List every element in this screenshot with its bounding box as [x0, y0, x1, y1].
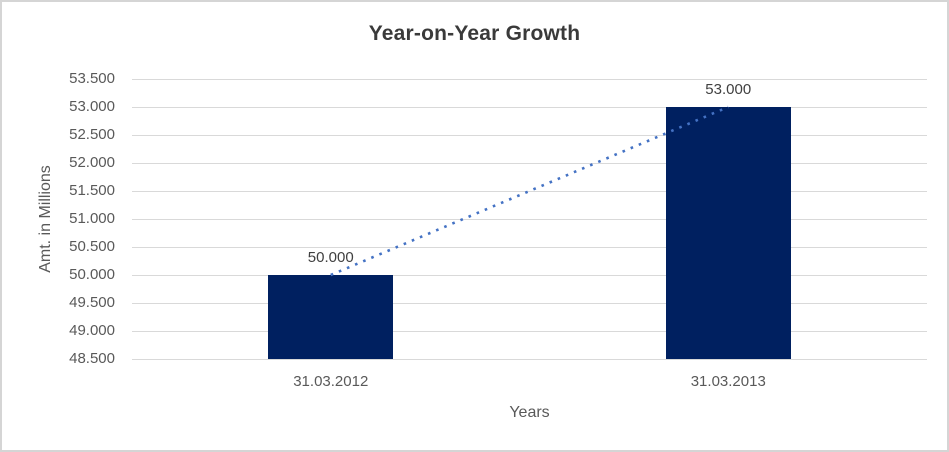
y-axis-tick-label: 52.000	[69, 154, 115, 171]
y-axis-tick-label: 51.500	[69, 182, 115, 199]
data-label: 50.000	[307, 249, 354, 266]
x-axis-tick-label: 31.03.2013	[690, 373, 766, 390]
gridline	[132, 331, 927, 332]
y-axis-tick-label: 50.500	[69, 238, 115, 255]
y-axis-tick-label: 50.000	[69, 266, 115, 283]
y-axis-tick-label: 52.500	[69, 126, 115, 143]
gridline	[132, 163, 927, 164]
gridline	[132, 219, 927, 220]
gridline	[132, 191, 927, 192]
chart-title: Year-on-Year Growth	[368, 22, 581, 45]
gridline	[132, 303, 927, 304]
gridline	[132, 135, 927, 136]
data-bar	[268, 275, 394, 359]
data-bar	[665, 107, 791, 359]
y-axis-tick-label: 53.000	[69, 98, 115, 115]
data-label: 53.000	[705, 81, 752, 98]
gridline	[132, 79, 927, 80]
y-axis-tick-label: 48.500	[69, 350, 115, 367]
y-axis-tick-label: 51.000	[69, 210, 115, 227]
x-axis-title: Years	[509, 404, 550, 421]
x-axis-tick-label: 31.03.2012	[293, 373, 369, 390]
y-axis-tick-label: 49.000	[69, 322, 115, 339]
gridline	[132, 107, 927, 108]
gridline	[132, 359, 927, 360]
gridline	[132, 275, 927, 276]
y-axis-tick-label: 49.500	[69, 294, 115, 311]
gridline	[132, 247, 927, 248]
y-axis-tick-label: 53.500	[69, 70, 115, 87]
